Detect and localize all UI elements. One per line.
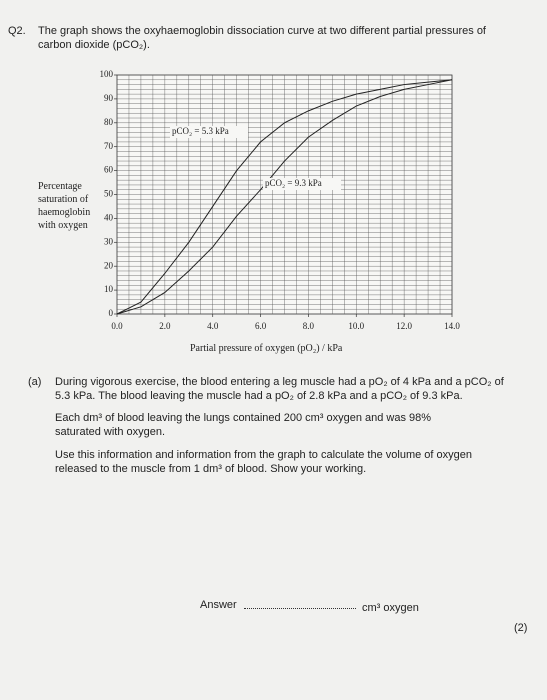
curve xyxy=(116,79,453,315)
x-tick-label: 4.0 xyxy=(207,321,219,331)
x-tick-label: 10.0 xyxy=(348,321,364,331)
y-tick-label: 10 xyxy=(104,284,114,294)
x-tick-label: 8.0 xyxy=(303,321,315,331)
part-label: (a) xyxy=(28,376,42,388)
y-tick-label: 20 xyxy=(104,260,114,270)
answer-line xyxy=(244,608,356,609)
y-tick-label: 80 xyxy=(104,117,114,127)
series-label-box xyxy=(263,178,341,190)
y-tick-label: 50 xyxy=(104,189,114,199)
y-tick-label: 90 xyxy=(104,93,114,103)
answer-unit: cm³ oxygen xyxy=(362,602,419,614)
y-tick-label: 100 xyxy=(100,69,114,79)
marks: (2) xyxy=(514,622,528,634)
y-tick-label: 70 xyxy=(104,141,114,151)
y-tick-label: 40 xyxy=(104,212,114,222)
series-label-box xyxy=(170,126,248,138)
x-tick-label: 0.0 xyxy=(111,321,123,331)
curve xyxy=(116,79,453,315)
x-tick-label: 6.0 xyxy=(255,321,267,331)
x-tick-label: 12.0 xyxy=(396,321,412,331)
question-number: Q2. xyxy=(8,25,26,37)
paragraph: During vigorous exercise, the blood ente… xyxy=(55,376,504,402)
y-tick-label: 60 xyxy=(104,165,114,175)
y-tick-label: 0 xyxy=(109,308,114,318)
x-tick-label: 2.0 xyxy=(159,321,171,331)
series-label: pCO₂ = 5.3 kPa xyxy=(172,126,229,136)
answer-label: Answer xyxy=(200,599,237,611)
graph: 0 10 20 30 40 50 60 70 80 90 100 0.0 2.0 4.0 6.0 8.0 10.… xyxy=(100,69,461,331)
x-tick-label: 14.0 xyxy=(444,321,460,331)
x-axis-label: Partial pressure of oxygen (pO₂) / kPa xyxy=(190,343,343,354)
series-label: pCO₂ = 9.3 kPa xyxy=(265,178,322,188)
paragraph: Use this information and information fro… xyxy=(55,449,473,475)
y-tick-label: 30 xyxy=(104,236,114,246)
y-axis-label: Percentage saturation of haemoglobin wit… xyxy=(38,181,91,231)
question-intro: The graph shows the oxyhaemoglobin disso… xyxy=(38,25,486,51)
paragraph: Each dm³ of blood leaving the lungs cont… xyxy=(55,412,432,438)
